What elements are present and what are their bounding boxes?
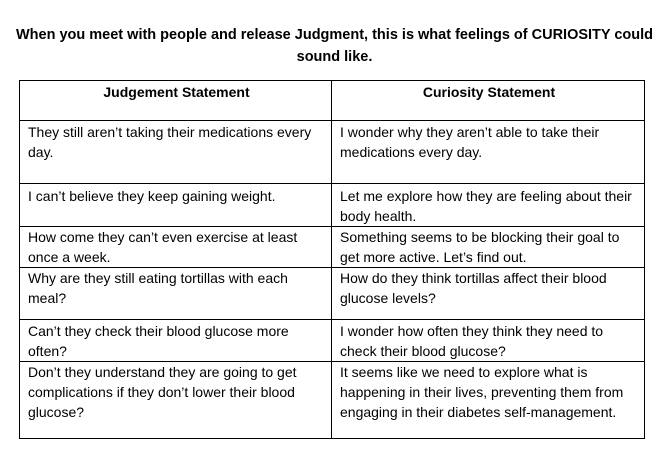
column-header-judgement: Judgement Statement bbox=[19, 80, 332, 121]
judgement-cell: How come they can’t even exercise at lea… bbox=[19, 226, 332, 268]
curiosity-cell: It seems like we need to explore what is… bbox=[331, 361, 645, 439]
table-row: They still aren’t taking their medicatio… bbox=[19, 120, 645, 184]
judgement-cell: They still aren’t taking their medicatio… bbox=[19, 120, 332, 184]
table-row: Can’t they check their blood glucose mor… bbox=[19, 319, 645, 362]
page-title: When you meet with people and release Ju… bbox=[15, 27, 654, 65]
curiosity-cell: I wonder how often they think they need … bbox=[331, 319, 645, 362]
curiosity-cell: How do they think tortillas affect their… bbox=[331, 267, 645, 320]
column-header-curiosity: Curiosity Statement bbox=[331, 80, 645, 121]
curiosity-cell: Let me explore how they are feeling abou… bbox=[331, 183, 645, 227]
judgement-curiosity-table: Judgement Statement Curiosity Statement … bbox=[19, 80, 645, 439]
judgement-cell: Can’t they check their blood glucose mor… bbox=[19, 319, 332, 362]
table-row: I can’t believe they keep gaining weight… bbox=[19, 183, 645, 227]
table-row: How come they can’t even exercise at lea… bbox=[19, 226, 645, 268]
curiosity-cell: Something seems to be blocking their goa… bbox=[331, 226, 645, 268]
curiosity-cell: I wonder why they aren’t able to take th… bbox=[331, 120, 645, 184]
table-header-row: Judgement Statement Curiosity Statement bbox=[19, 80, 645, 121]
judgement-cell: Why are they still eating tortillas with… bbox=[19, 267, 332, 320]
judgement-cell: I can’t believe they keep gaining weight… bbox=[19, 183, 332, 227]
judgement-cell: Don’t they understand they are going to … bbox=[19, 361, 332, 439]
table-row: Don’t they understand they are going to … bbox=[19, 361, 645, 439]
table-row: Why are they still eating tortillas with… bbox=[19, 267, 645, 320]
